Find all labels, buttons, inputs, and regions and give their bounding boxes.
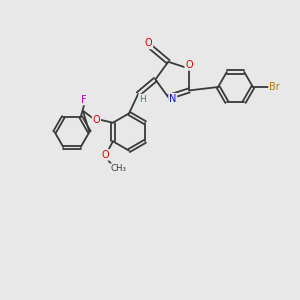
Text: F: F <box>82 94 87 104</box>
Text: O: O <box>145 38 152 48</box>
Text: O: O <box>93 115 100 125</box>
Text: Br: Br <box>269 82 280 92</box>
Text: H: H <box>139 94 146 103</box>
Text: N: N <box>169 94 176 104</box>
Text: O: O <box>185 60 193 70</box>
Text: CH₃: CH₃ <box>110 164 126 173</box>
Text: O: O <box>102 150 109 160</box>
